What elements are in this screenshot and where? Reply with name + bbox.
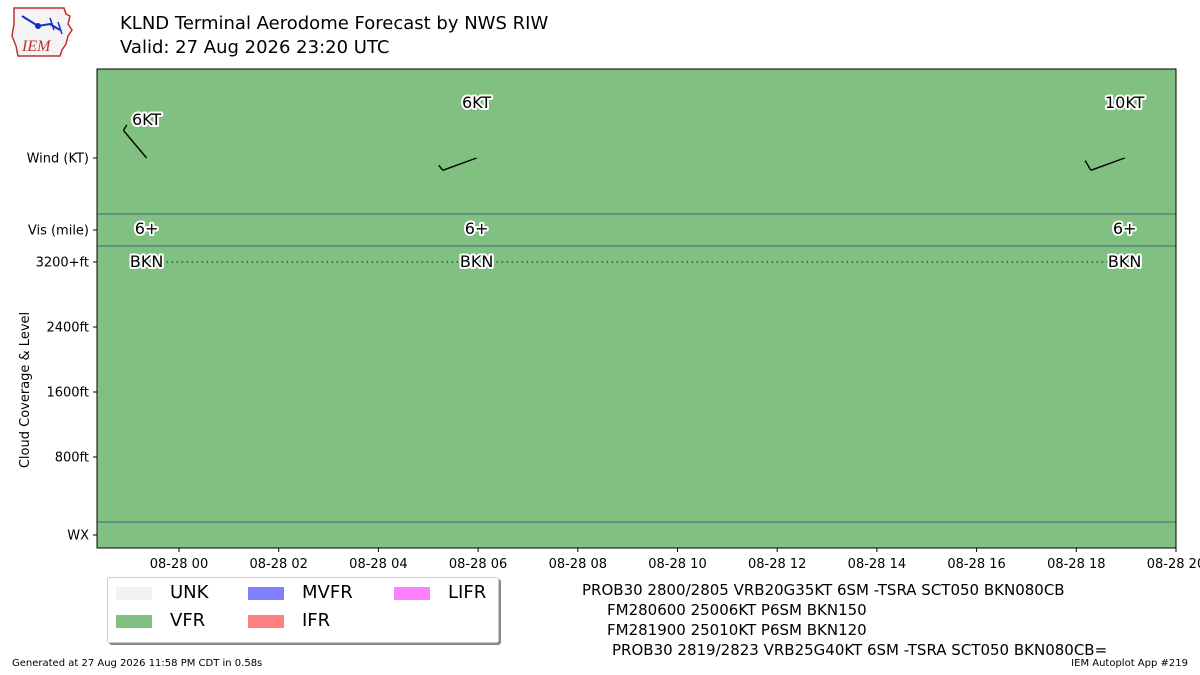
legend-swatch — [394, 587, 430, 600]
cloud-coverage-label-halo: BKN — [460, 252, 493, 271]
legend-label: LIFR — [448, 582, 487, 603]
wind-barb-flag — [1084, 160, 1092, 171]
x-tick-label: 08-28 04 — [349, 557, 407, 572]
visibility-label-halo: 6+ — [465, 219, 489, 238]
x-tick-label: 08-28 08 — [549, 557, 607, 572]
y-tick-label: Wind (KT) — [27, 152, 89, 167]
x-tick-label: 08-28 14 — [848, 557, 906, 572]
x-tick-label: 08-28 02 — [249, 557, 307, 572]
legend-label: MVFR — [302, 582, 353, 603]
wind-barb-flag — [122, 124, 128, 131]
x-tick-label: 08-28 12 — [748, 557, 806, 572]
legend-label: IFR — [302, 610, 331, 631]
legend-swatch — [248, 587, 284, 600]
wind-barb-staff — [122, 129, 148, 159]
legend-swatch — [248, 615, 284, 628]
legend-swatch — [116, 587, 152, 600]
y-tick-label: 800ft — [55, 451, 89, 466]
visibility-label-halo: 6+ — [1113, 219, 1137, 238]
y-tick-label: 2400ft — [46, 321, 89, 336]
vfr-background — [97, 69, 1176, 548]
wind-speed-label-halo: 10KT — [1105, 93, 1145, 112]
x-tick-label: 08-28 06 — [449, 557, 507, 572]
y-tick-label: Vis (mile) — [28, 224, 89, 239]
x-tick-label: 08-28 00 — [150, 557, 208, 572]
wind-barb-staff — [1090, 157, 1125, 171]
plot-frame — [96, 68, 1177, 549]
taf-line: FM281900 25010KT P6SM BKN120 — [607, 621, 867, 639]
taf-line: PROB30 2819/2823 VRB25G40KT 6SM -TSRA SC… — [612, 641, 1108, 659]
cloud-coverage-label: BKN — [1108, 252, 1141, 271]
y-tick-label: 3200+ft — [36, 256, 89, 271]
wind-barb-flag — [438, 164, 444, 171]
x-tick-label: 08-28 20 — [1147, 557, 1200, 572]
chart-title: KLND Terminal Aerodome Forecast by NWS R… — [120, 13, 549, 34]
cloud-coverage-label: BKN — [130, 252, 163, 271]
wind-speed-label: 6KT — [132, 110, 161, 129]
taf-line: PROB30 2800/2805 VRB20G35KT 6SM -TSRA SC… — [582, 581, 1065, 599]
wind-speed-label-halo: 6KT — [132, 110, 161, 129]
wind-speed-label-halo: 6KT — [462, 93, 491, 112]
chart-subtitle: Valid: 27 Aug 2026 23:20 UTC — [120, 37, 390, 58]
app-credit: IEM Autoplot App #219 — [1071, 658, 1188, 669]
visibility-label: 6+ — [465, 219, 489, 238]
wind-barb-staff — [442, 157, 477, 171]
cloud-coverage-label: BKN — [460, 252, 493, 271]
y-tick-label: 1600ft — [46, 386, 89, 401]
taf-line: FM280600 25006KT P6SM BKN150 — [607, 601, 867, 619]
visibility-label-halo: 6+ — [135, 219, 159, 238]
generated-timestamp: Generated at 27 Aug 2026 11:58 PM CDT in… — [12, 658, 263, 669]
iem-logo: IEM — [11, 7, 73, 57]
legend-label: UNK — [170, 582, 209, 603]
wind-speed-label: 6KT — [462, 93, 491, 112]
legend: UNK VFR MVFR IFR LIFR — [107, 577, 499, 643]
x-tick-label: 08-28 10 — [648, 557, 706, 572]
cloud-coverage-label-halo: BKN — [130, 252, 163, 271]
legend-swatch — [116, 615, 152, 628]
visibility-label: 6+ — [1113, 219, 1137, 238]
visibility-label: 6+ — [135, 219, 159, 238]
svg-text:IEM: IEM — [21, 38, 52, 55]
x-tick-label: 08-28 18 — [1047, 557, 1105, 572]
y-tick-label: WX — [67, 529, 89, 544]
legend-label: VFR — [170, 610, 206, 631]
cloud-coverage-label-halo: BKN — [1108, 252, 1141, 271]
x-tick-label: 08-28 16 — [947, 557, 1005, 572]
wind-speed-label: 10KT — [1105, 93, 1145, 112]
y-axis-label: Cloud Coverage & Level — [18, 312, 33, 468]
